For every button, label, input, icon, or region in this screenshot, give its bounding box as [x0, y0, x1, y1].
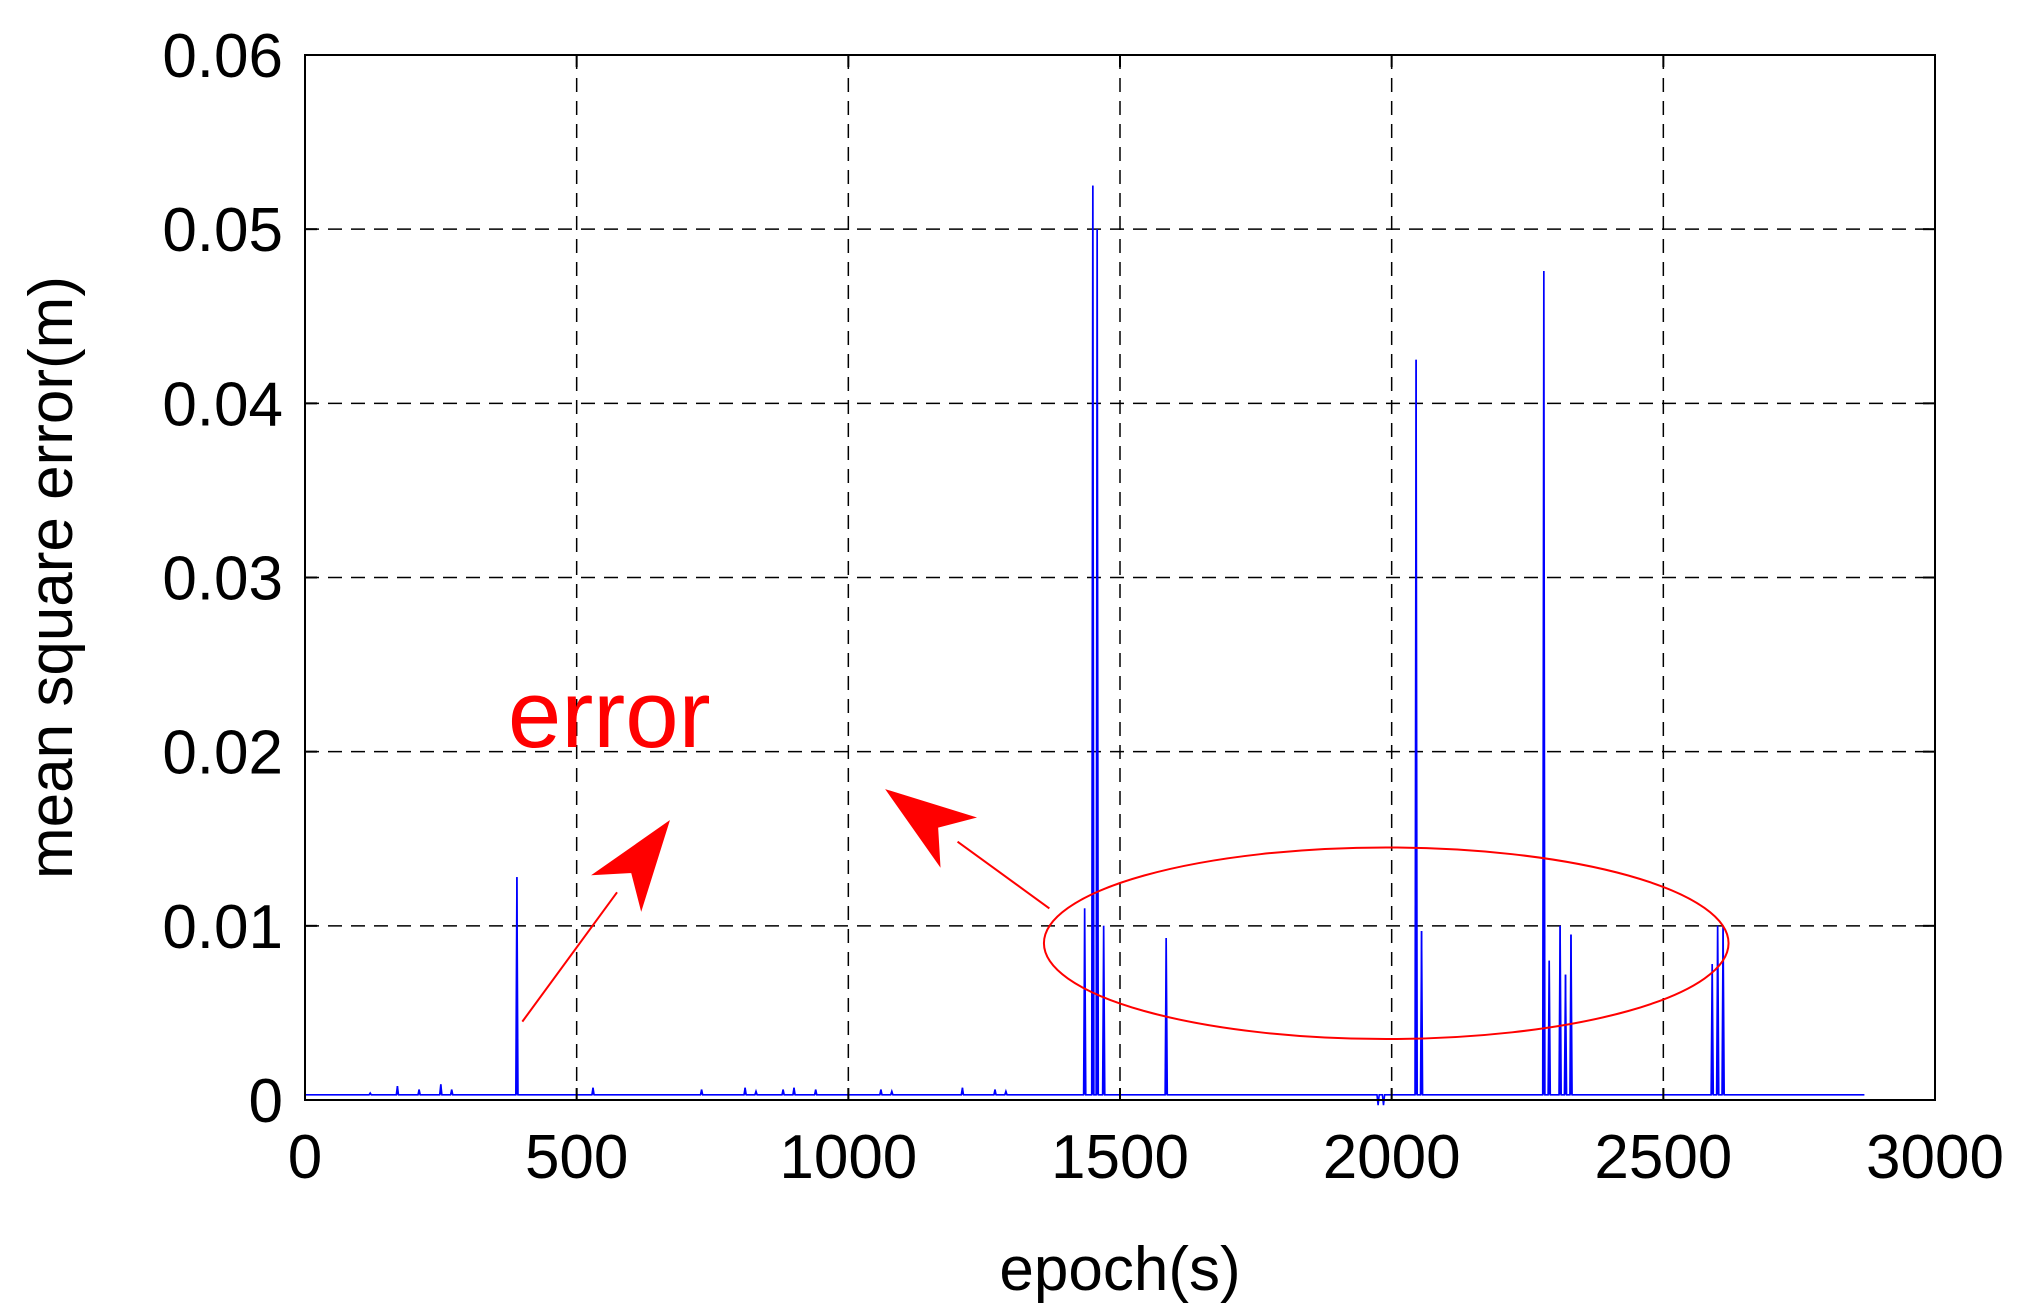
tick-labels: 0 500 1000 1500 2000 2500 3000 0 0.01 0.02 0.03 0.0… — [162, 22, 2004, 1192]
x-tick-label: 1500 — [1051, 1123, 1189, 1192]
arrow-head — [885, 789, 978, 868]
x-tick-label: 3000 — [1866, 1123, 2004, 1192]
y-tick-label: 0.06 — [162, 22, 283, 91]
highlight-ellipse — [1042, 846, 1730, 1041]
y-tick-label: 0 — [249, 1067, 283, 1136]
y-tick-label: 0.01 — [162, 893, 283, 962]
x-tick-label: 500 — [525, 1123, 628, 1192]
x-tick-label: 1000 — [779, 1123, 917, 1192]
y-tick-label: 0.05 — [162, 196, 283, 265]
grid-lines — [305, 55, 1935, 1101]
annotation-error-label: error — [508, 661, 711, 768]
arrow-shaft — [956, 840, 1050, 910]
x-tick-label: 0 — [288, 1123, 322, 1192]
annotations: error — [508, 661, 1730, 1041]
y-axis-label: mean square error(m) — [17, 276, 86, 879]
x-tick-label: 2500 — [1594, 1123, 1732, 1192]
y-tick-label: 0.04 — [162, 370, 283, 439]
x-axis-label: epoch(s) — [999, 1235, 1240, 1304]
y-tick-label: 0.02 — [162, 719, 283, 788]
x-tick-label: 2000 — [1323, 1123, 1461, 1192]
series-lines — [305, 185, 1865, 1106]
arrow-shaft — [521, 891, 618, 1023]
arrow-head — [591, 820, 670, 912]
y-tick-label: 0.03 — [162, 545, 283, 614]
